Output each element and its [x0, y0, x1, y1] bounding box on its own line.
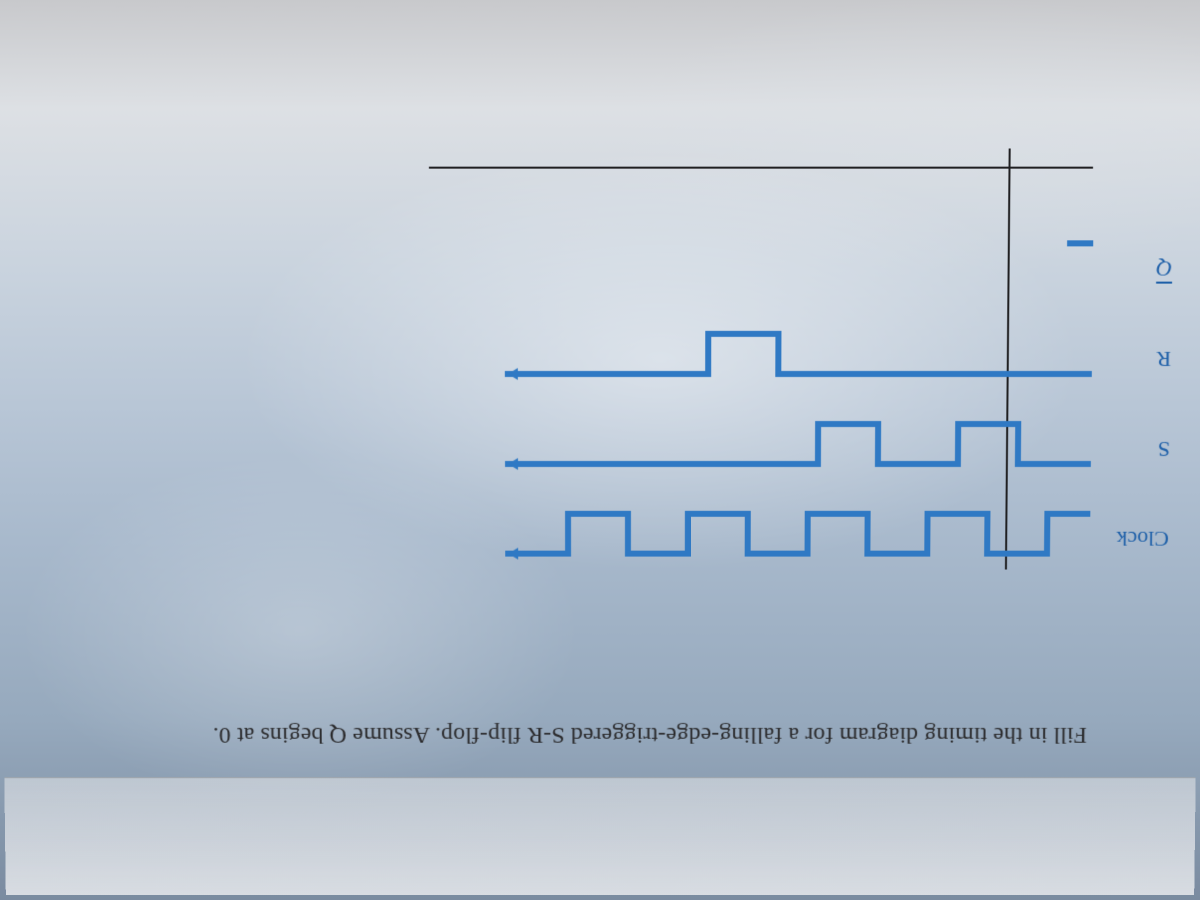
- signal-waveform: [487, 243, 1090, 299]
- signal-label: Q: [1100, 255, 1173, 281]
- signal-label: R: [1099, 346, 1171, 372]
- signal-row-clock: Clock: [430, 514, 1169, 570]
- baseline: [429, 167, 1093, 169]
- question-text: Fill in the timing diagram for a falling…: [83, 721, 1087, 748]
- signal-waveform: [488, 424, 1088, 480]
- timing-diagram: ClockSRQ: [429, 148, 1093, 569]
- signal-label: Clock: [1097, 526, 1169, 552]
- signal-waveform: [488, 514, 1087, 570]
- signal-label: S: [1098, 436, 1170, 462]
- signal-row-qbar: Q: [429, 243, 1172, 299]
- rotated-scene: Fill in the timing diagram for a falling…: [0, 0, 1200, 895]
- signal-row-s: S: [430, 424, 1170, 480]
- header-band: [4, 777, 1195, 895]
- signal-row-r: R: [430, 334, 1172, 390]
- signal-waveform: [488, 334, 1090, 390]
